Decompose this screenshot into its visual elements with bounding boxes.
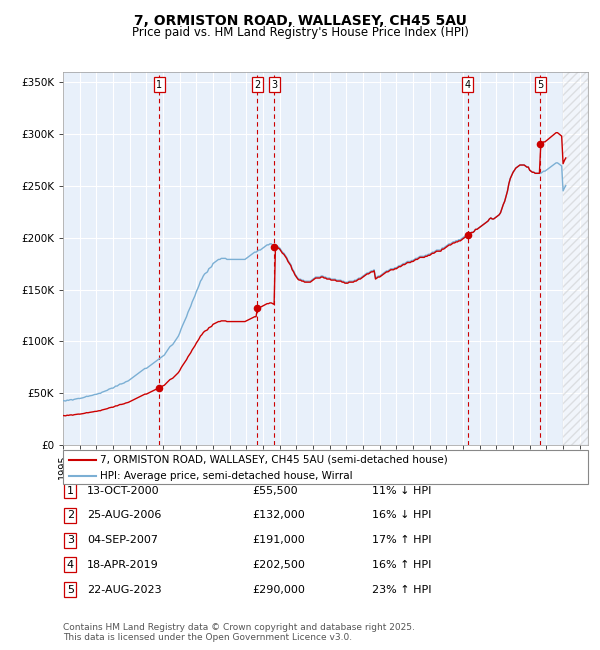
- Text: £132,000: £132,000: [252, 510, 305, 521]
- Text: 17% ↑ HPI: 17% ↑ HPI: [372, 535, 431, 545]
- Point: [155, 382, 164, 393]
- Text: Contains HM Land Registry data © Crown copyright and database right 2025.
This d: Contains HM Land Registry data © Crown c…: [63, 623, 415, 642]
- Text: 1: 1: [157, 79, 163, 90]
- Text: 23% ↑ HPI: 23% ↑ HPI: [372, 584, 431, 595]
- Text: £191,000: £191,000: [252, 535, 305, 545]
- Text: £290,000: £290,000: [252, 584, 305, 595]
- Text: 16% ↑ HPI: 16% ↑ HPI: [372, 560, 431, 570]
- Text: 3: 3: [67, 535, 74, 545]
- Text: 7, ORMISTON ROAD, WALLASEY, CH45 5AU (semi-detached house): 7, ORMISTON ROAD, WALLASEY, CH45 5AU (se…: [100, 455, 448, 465]
- Text: 04-SEP-2007: 04-SEP-2007: [87, 535, 158, 545]
- Text: HPI: Average price, semi-detached house, Wirral: HPI: Average price, semi-detached house,…: [100, 471, 353, 481]
- Text: 18-APR-2019: 18-APR-2019: [87, 560, 159, 570]
- Point: [463, 230, 473, 240]
- Text: 16% ↓ HPI: 16% ↓ HPI: [372, 510, 431, 521]
- Bar: [563, 72, 588, 445]
- Point: [269, 242, 279, 252]
- Text: £202,500: £202,500: [252, 560, 305, 570]
- Text: 5: 5: [67, 584, 74, 595]
- Text: 13-OCT-2000: 13-OCT-2000: [87, 486, 160, 496]
- Text: 2: 2: [67, 510, 74, 521]
- Point: [253, 303, 262, 313]
- Text: 22-AUG-2023: 22-AUG-2023: [87, 584, 161, 595]
- Point: [536, 139, 545, 150]
- Text: Price paid vs. HM Land Registry's House Price Index (HPI): Price paid vs. HM Land Registry's House …: [131, 26, 469, 39]
- Text: 25-AUG-2006: 25-AUG-2006: [87, 510, 161, 521]
- Text: 4: 4: [67, 560, 74, 570]
- Text: £55,500: £55,500: [252, 486, 298, 496]
- Text: 3: 3: [271, 79, 277, 90]
- Text: 11% ↓ HPI: 11% ↓ HPI: [372, 486, 431, 496]
- Text: 2: 2: [254, 79, 260, 90]
- Text: 1: 1: [67, 486, 74, 496]
- Text: 5: 5: [537, 79, 544, 90]
- Text: 7, ORMISTON ROAD, WALLASEY, CH45 5AU: 7, ORMISTON ROAD, WALLASEY, CH45 5AU: [134, 14, 466, 29]
- Text: 4: 4: [465, 79, 471, 90]
